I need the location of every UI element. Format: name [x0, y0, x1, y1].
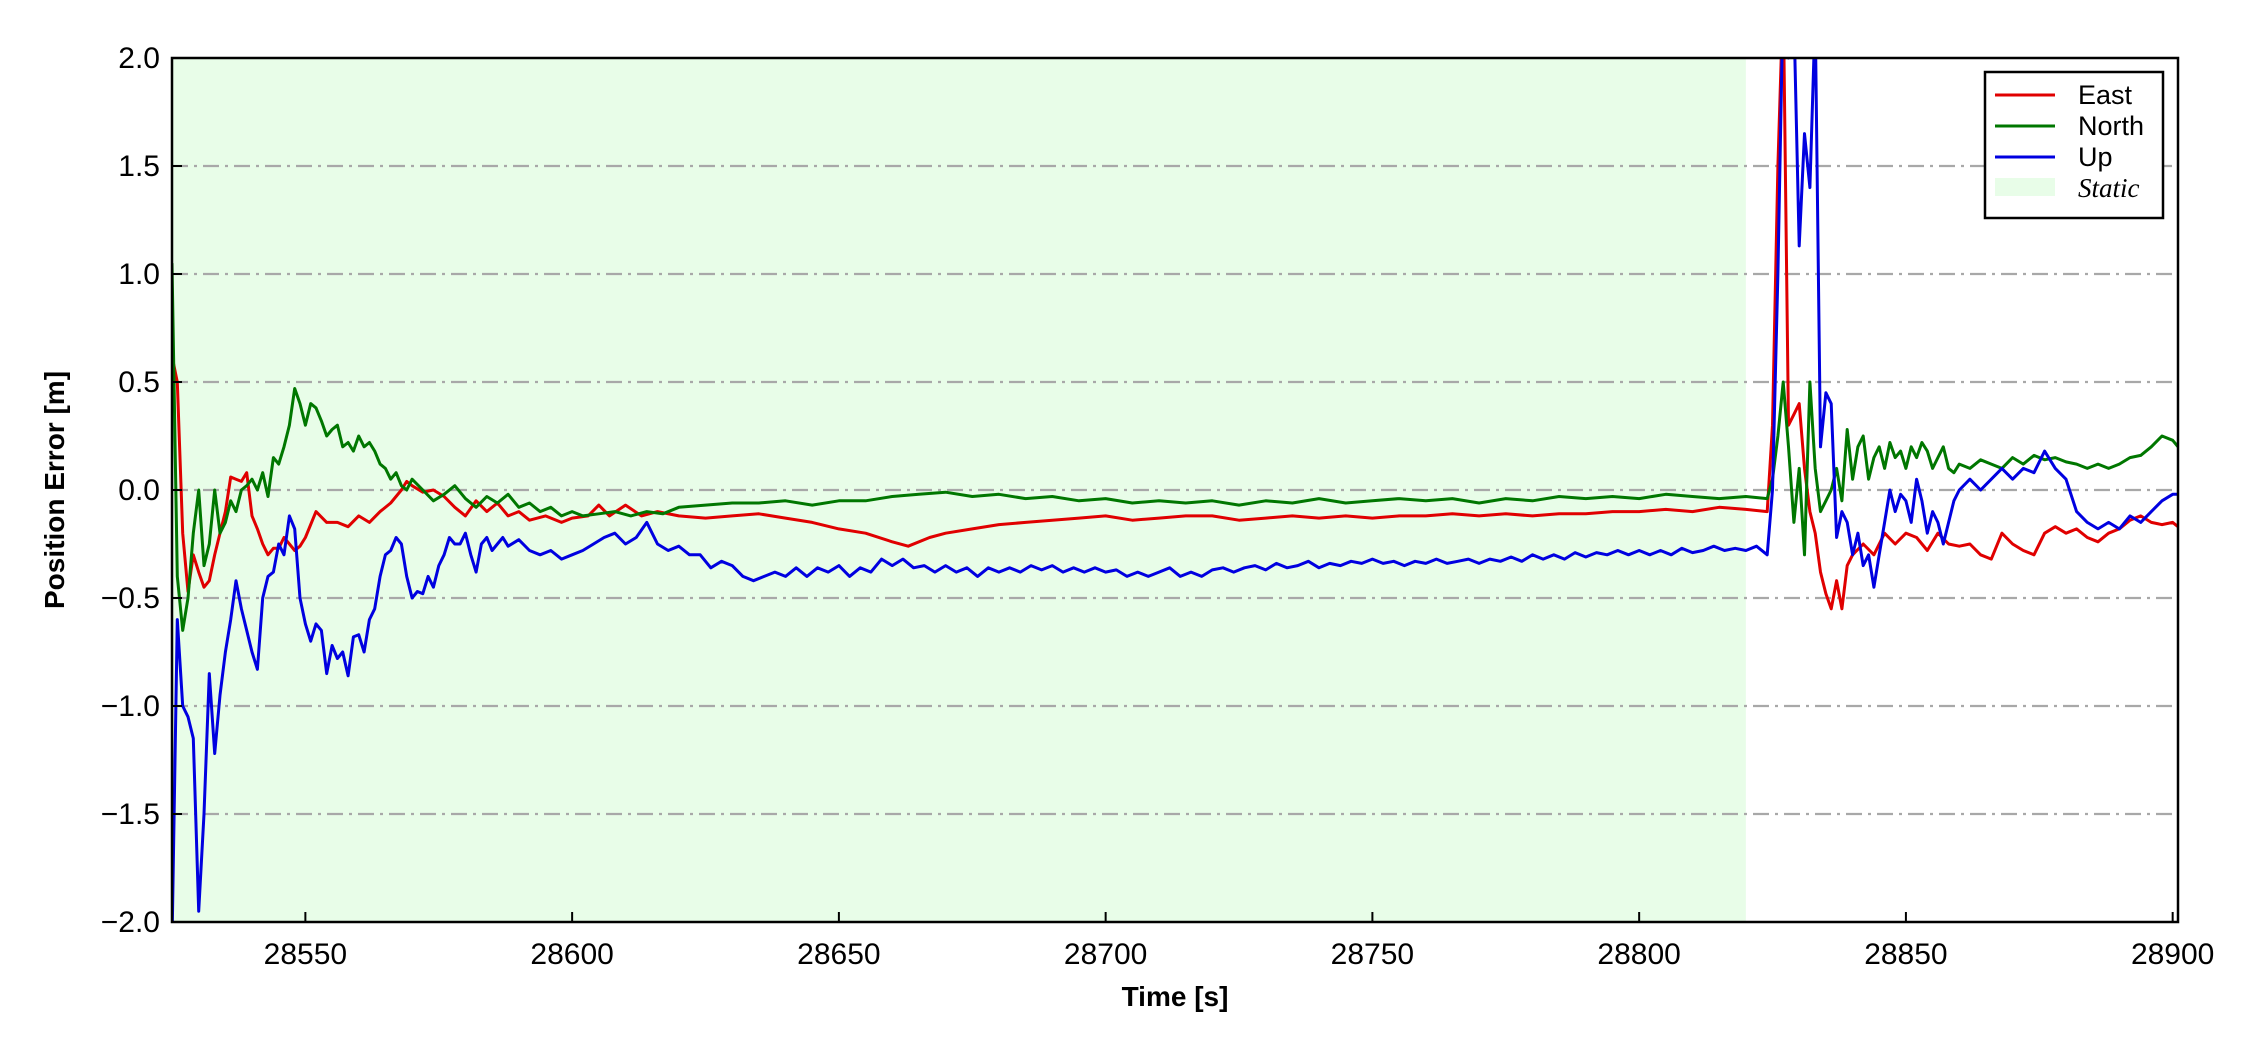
series-layer — [172, 58, 2178, 922]
legend-label-static: Static — [2078, 173, 2140, 203]
x-tick-label: 28700 — [1064, 938, 1147, 971]
series-line-east — [172, 58, 2178, 611]
legend-label-east: East — [2078, 80, 2133, 110]
y-tick-label: 1.0 — [118, 258, 160, 291]
x-tick-label: 28650 — [797, 938, 880, 971]
series-line-up — [172, 58, 2178, 922]
series-line-north — [172, 263, 2178, 632]
y-tick-label: −0.5 — [101, 582, 160, 615]
y-tick-label: 0.5 — [118, 366, 160, 399]
x-tick-label: 28750 — [1331, 938, 1414, 971]
x-tick-label: 28800 — [1597, 938, 1680, 971]
grid-layer — [172, 164, 2178, 816]
x-tick-label: 28550 — [264, 938, 347, 971]
x-tick-label: 28600 — [530, 938, 613, 971]
y-tick-label: −2.0 — [101, 906, 160, 939]
legend-swatch-static — [1995, 178, 2055, 196]
legend-label-north: North — [2078, 111, 2144, 141]
y-axis-label: Position Error [m] — [39, 371, 70, 609]
y-tick-label: −1.5 — [101, 798, 160, 831]
x-tick-label: 28900 — [2131, 938, 2214, 971]
y-tick-label: 0.0 — [118, 474, 160, 507]
y-tick-label: 2.0 — [118, 42, 160, 75]
legend-label-up: Up — [2078, 142, 2113, 172]
legend: East North Up Static — [1983, 70, 2165, 220]
ticks-layer: 28550 28600 28650 28700 28750 28800 28850 28900… — [101, 42, 2215, 971]
y-tick-label: 1.5 — [118, 150, 160, 183]
y-tick-label: −1.0 — [101, 690, 160, 723]
x-tick-label: 28850 — [1864, 938, 1947, 971]
x-axis-label: Time [s] — [1122, 981, 1229, 1012]
